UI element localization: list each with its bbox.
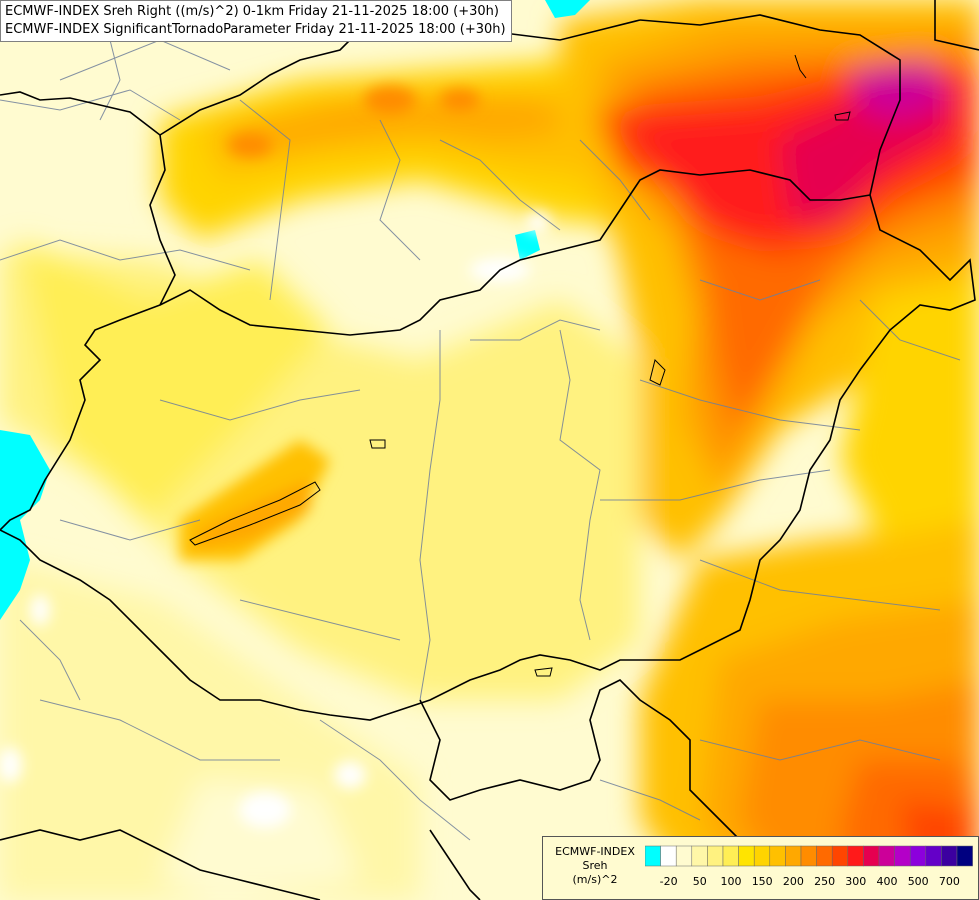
legend-swatch [863,845,880,867]
legend-swatch [753,845,771,867]
legend-swatch [816,845,833,867]
legend-model: ECMWF-INDEX [555,845,635,858]
legend-swatch [925,845,942,867]
legend-tick-label: 200 [782,875,804,888]
legend-variable: Sreh [582,859,608,872]
legend-swatch [800,845,817,867]
legend-tick-label: 250 [814,875,836,888]
legend-label: ECMWF-INDEX Sreh (m/s)^2 [547,845,643,887]
color-legend: ECMWF-INDEX Sreh (m/s)^2 -20 50 100 150 200 2… [542,836,979,900]
legend-swatch [738,845,755,867]
legend-swatch [878,845,895,867]
legend-swatch [769,845,786,867]
legend-swatch [691,845,708,867]
legend-swatch [941,845,958,867]
legend-ticks: -20 50 100 150 200 250 300 400 500 700 [645,875,975,891]
legend-swatch [894,845,911,867]
legend-swatch [847,845,864,867]
legend-swatch [645,845,661,867]
legend-tick-label: -20 [659,875,678,888]
legend-tick-label: 50 [692,875,707,888]
legend-swatch [785,845,802,867]
legend-swatch [722,845,739,867]
map-title-box: ECMWF-INDEX Sreh Right ((m/s)^2) 0-1km F… [0,0,512,42]
map-title-stp: ECMWF-INDEX SignificantTornadoParameter … [5,22,506,37]
rivers-and-regions [0,39,961,841]
legend-tick-label: 700 [938,875,960,888]
legend-tick-label: 300 [845,875,867,888]
legend-swatch [956,845,973,867]
map-title-sreh: ECMWF-INDEX Sreh Right ((m/s)^2) 0-1km F… [5,4,499,19]
legend-unit: (m/s)^2 [572,873,618,886]
legend-tick-label: 150 [751,875,773,888]
legend-tick-label: 500 [907,875,929,888]
legend-swatch [707,845,724,867]
legend-tick-label: 400 [876,875,898,888]
sreh-local-maxima [180,86,480,560]
cyan-negative-areas [0,0,590,620]
legend-swatches [645,845,973,867]
stp-contours [189,54,851,677]
legend-swatch [831,845,849,867]
legend-tick-label: 100 [720,875,742,888]
legend-swatch [909,845,927,867]
legend-swatch [660,845,677,867]
legend-swatch [675,845,693,867]
